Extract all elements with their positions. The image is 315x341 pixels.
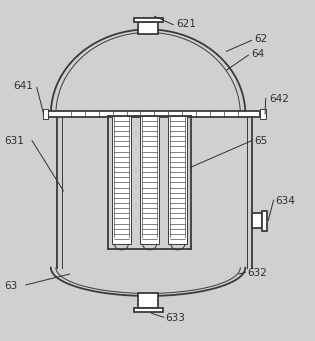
Text: 65: 65	[255, 136, 268, 146]
Bar	[138, 293, 158, 308]
Text: 64: 64	[252, 49, 265, 59]
Bar	[43, 109, 49, 119]
Bar	[134, 18, 163, 21]
Text: 641: 641	[13, 81, 33, 91]
Text: 632: 632	[247, 268, 267, 278]
Bar	[140, 116, 159, 244]
Text: 642: 642	[269, 94, 289, 104]
Bar	[262, 211, 266, 231]
Text: 631: 631	[4, 136, 24, 146]
Text: 62: 62	[255, 34, 268, 44]
Text: 63: 63	[4, 281, 17, 291]
Text: 633: 633	[166, 313, 186, 323]
Bar	[261, 109, 266, 119]
Bar	[134, 308, 163, 312]
Bar	[252, 213, 262, 228]
Text: 634: 634	[275, 196, 295, 206]
Bar	[138, 21, 158, 34]
Bar	[112, 116, 131, 244]
Bar	[49, 110, 261, 118]
Text: 621: 621	[176, 19, 196, 29]
Bar	[169, 116, 187, 244]
